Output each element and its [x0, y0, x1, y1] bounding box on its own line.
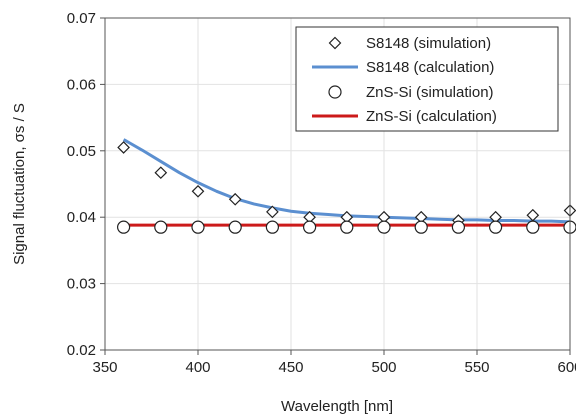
legend-label: ZnS-Si (calculation): [366, 108, 497, 125]
legend-marker-swatch: [328, 36, 342, 50]
series-layer: [116, 138, 576, 234]
data-point: [116, 220, 131, 234]
data-point: [266, 205, 279, 219]
legend-label: S8148 (simulation): [366, 35, 491, 52]
y-tick-labels: 0.02 0.03 0.04 0.05 0.06 0.07: [67, 10, 96, 359]
data-point: [228, 192, 242, 206]
x-tick-labels: 350 400 450 500 550 600: [92, 359, 576, 376]
data-point: [303, 220, 317, 234]
data-point: [191, 220, 205, 234]
data-point: [228, 220, 242, 234]
legend-label: S8148 (calculation): [366, 59, 494, 76]
y-tick-label: 0.04: [67, 209, 96, 226]
y-axis-title: Signal fluctuation, σs / S: [11, 103, 28, 265]
data-point: [414, 220, 428, 234]
data-point: [489, 220, 503, 234]
y-tick-label: 0.03: [67, 276, 96, 293]
series-0: [117, 141, 576, 227]
data-point: [377, 220, 391, 234]
legend: S8148 (simulation) S8148 (calculation) ZnS…: [295, 26, 559, 132]
y-tick-label: 0.06: [67, 76, 96, 93]
legend-marker-swatch: [328, 85, 342, 99]
data-point: [265, 220, 279, 234]
series-2: [116, 220, 576, 234]
data-point: [340, 220, 354, 234]
y-tick-label: 0.02: [67, 342, 96, 359]
x-tick-label: 350: [92, 359, 117, 376]
x-tick-label: 600: [557, 359, 576, 376]
x-tick-label: 550: [464, 359, 489, 376]
x-axis-title: Wavelength [nm]: [281, 398, 393, 415]
y-tick-label: 0.05: [67, 143, 96, 160]
x-tick-label: 400: [185, 359, 210, 376]
data-point: [191, 184, 205, 198]
data-point: [117, 141, 130, 154]
y-tick-label: 0.07: [67, 10, 96, 27]
legend-label: ZnS-Si (simulation): [366, 84, 494, 101]
ticks: [100, 17, 571, 355]
x-tick-label: 500: [371, 359, 396, 376]
data-point: [526, 220, 540, 234]
data-point: [451, 220, 465, 234]
data-point: [154, 220, 168, 234]
x-tick-label: 450: [278, 359, 303, 376]
data-point: [154, 166, 168, 180]
plot-frame: [104, 17, 571, 351]
